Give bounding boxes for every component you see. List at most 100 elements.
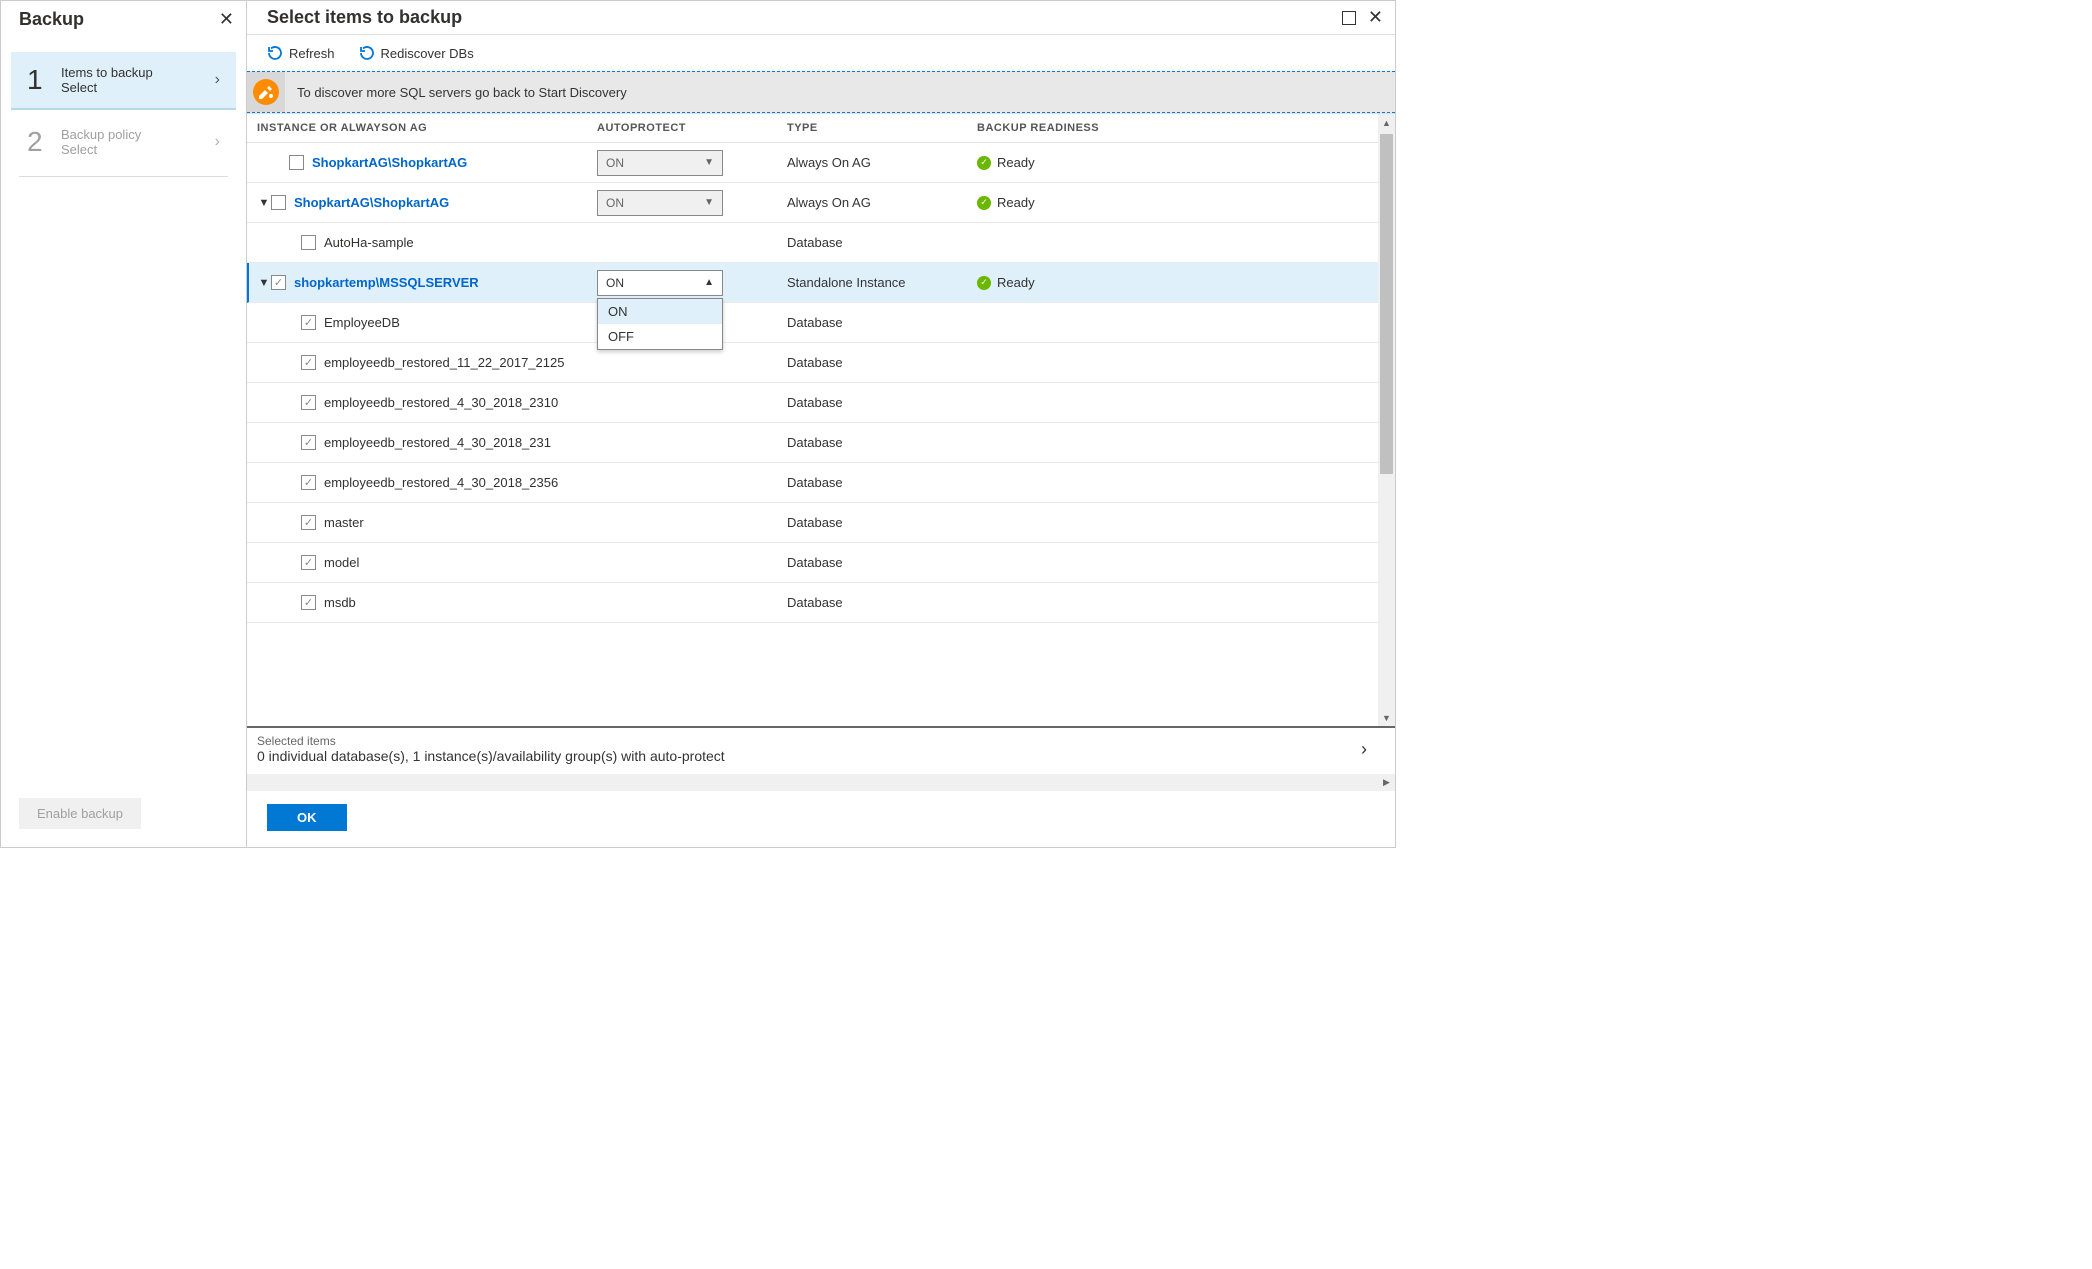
cell-type: Database	[787, 435, 977, 450]
cell-autoprotect: ON▼	[597, 150, 787, 176]
refresh-label: Refresh	[289, 46, 335, 61]
toolbar: Refresh Rediscover DBs	[247, 35, 1395, 71]
step-text: Backup policy Select	[61, 127, 215, 157]
chevron-up-icon: ▲	[704, 277, 714, 288]
summary-text: Selected items 0 individual database(s),…	[257, 734, 1361, 764]
divider	[19, 176, 228, 177]
table-row[interactable]: ShopkartAG\ShopkartAGON▼Always On AG✓Rea…	[247, 143, 1395, 183]
cell-readiness: ✓ Ready	[977, 155, 1385, 170]
checkbox[interactable]	[301, 315, 316, 330]
database-label: msdb	[324, 595, 356, 610]
info-banner: To discover more SQL servers go back to …	[247, 71, 1395, 113]
dropdown-option-on[interactable]: ON	[598, 299, 722, 324]
cell-instance: employeedb_restored_4_30_2018_231	[257, 435, 597, 450]
vertical-scrollbar[interactable]: ▲ ▼	[1378, 114, 1395, 726]
selected-summary[interactable]: Selected items 0 individual database(s),…	[247, 726, 1395, 774]
database-label: AutoHa-sample	[324, 235, 414, 250]
checkbox[interactable]	[301, 475, 316, 490]
database-label: employeedb_restored_4_30_2018_2310	[324, 395, 558, 410]
checkbox[interactable]	[301, 435, 316, 450]
scroll-right-icon[interactable]: ▶	[1378, 774, 1395, 791]
checkbox[interactable]	[301, 595, 316, 610]
step-number: 2	[27, 126, 55, 158]
readiness-label: Ready	[997, 195, 1035, 210]
check-circle-icon: ✓	[977, 276, 991, 290]
check-circle-icon: ✓	[977, 156, 991, 170]
checkbox[interactable]	[301, 395, 316, 410]
cell-type: Database	[787, 315, 977, 330]
col-header-autoprotect: AUTOPROTECT	[597, 122, 787, 134]
checkbox[interactable]	[289, 155, 304, 170]
cell-instance: AutoHa-sample	[257, 235, 597, 250]
scroll-down-icon[interactable]: ▼	[1378, 709, 1395, 726]
chevron-right-icon[interactable]: ›	[1361, 739, 1385, 760]
readiness-label: Ready	[997, 275, 1035, 290]
backup-title: Backup	[19, 9, 84, 30]
refresh-icon	[267, 45, 283, 61]
table-row[interactable]: employeedb_restored_4_30_2018_231 Databas…	[247, 423, 1395, 463]
horizontal-scrollbar[interactable]: ▶	[247, 774, 1395, 791]
left-header: Backup ✕	[1, 1, 246, 40]
dropdown-option-off[interactable]: OFF	[598, 324, 722, 349]
col-header-instance: INSTANCE OR ALWAYSON AG	[257, 122, 597, 134]
cell-type: Database	[787, 595, 977, 610]
cell-instance: msdb	[257, 595, 597, 610]
ok-button[interactable]: OK	[267, 804, 347, 831]
rediscover-button[interactable]: Rediscover DBs	[359, 45, 474, 61]
readiness-label: Ready	[997, 155, 1035, 170]
table-row[interactable]: AutoHa-sampleDatabase	[247, 223, 1395, 263]
cell-type: Database	[787, 395, 977, 410]
instance-link[interactable]: ShopkartAG\ShopkartAG	[294, 195, 449, 210]
cell-instance: ▼ shopkartemp\MSSQLSERVER	[257, 275, 597, 290]
enable-backup-button[interactable]: Enable backup	[19, 798, 141, 829]
right-panel: Select items to backup ✕ Refresh Redisco…	[247, 1, 1395, 847]
cell-autoprotect: ON▼	[597, 190, 787, 216]
checkbox[interactable]	[301, 555, 316, 570]
step-subtitle: Select	[61, 80, 215, 95]
checkbox[interactable]	[301, 515, 316, 530]
expander-icon[interactable]: ▼	[257, 277, 271, 289]
table-row[interactable]: employeedb_restored_4_30_2018_2310 Databa…	[247, 383, 1395, 423]
chevron-right-icon: ›	[215, 133, 220, 151]
checkbox[interactable]	[271, 195, 286, 210]
close-icon[interactable]: ✕	[219, 9, 234, 30]
banner-icon-wrap	[247, 72, 285, 112]
step-backup-policy[interactable]: 2 Backup policy Select ›	[11, 114, 236, 170]
autoprotect-select[interactable]: ON▼	[597, 190, 723, 216]
autoprotect-select[interactable]: ON▼	[597, 150, 723, 176]
cell-instance: ▼ ShopkartAG\ShopkartAG	[257, 195, 597, 210]
instance-link[interactable]: shopkartemp\MSSQLSERVER	[294, 275, 479, 290]
table-row[interactable]: employeedb_restored_4_30_2018_2356Databa…	[247, 463, 1395, 503]
scroll-thumb[interactable]	[1380, 134, 1393, 474]
scroll-up-icon[interactable]: ▲	[1378, 114, 1395, 131]
chevron-down-icon: ▼	[704, 157, 714, 168]
table-row[interactable]: msdb Database	[247, 583, 1395, 623]
instance-link[interactable]: ShopkartAG\ShopkartAG	[312, 155, 467, 170]
step-number: 1	[27, 64, 55, 96]
expander-icon[interactable]: ▼	[257, 197, 271, 209]
table-row[interactable]: ▼ShopkartAG\ShopkartAGON▼Always On AG✓Re…	[247, 183, 1395, 223]
checkbox[interactable]	[301, 355, 316, 370]
checkbox[interactable]	[301, 235, 316, 250]
cell-instance: employeedb_restored_11_22_2017_2125	[257, 355, 597, 370]
table-row[interactable]: masterDatabase	[247, 503, 1395, 543]
refresh-button[interactable]: Refresh	[267, 45, 335, 61]
window-controls: ✕	[1342, 7, 1383, 28]
table-row[interactable]: ▼ shopkartemp\MSSQLSERVER ON▲ONOFFStandalo…	[247, 263, 1395, 303]
close-icon[interactable]: ✕	[1368, 7, 1383, 28]
database-label: master	[324, 515, 364, 530]
cell-type: Standalone Instance	[787, 275, 977, 290]
cell-autoprotect: ON▲ONOFF	[597, 270, 787, 296]
chevron-down-icon: ▼	[704, 197, 714, 208]
table-row[interactable]: EmployeeDBDatabase	[247, 303, 1395, 343]
autoprotect-select[interactable]: ON▲	[597, 270, 723, 296]
left-footer: Enable backup	[1, 786, 246, 847]
checkbox[interactable]	[271, 275, 286, 290]
table-row[interactable]: employeedb_restored_11_22_2017_2125Datab…	[247, 343, 1395, 383]
cell-readiness: ✓ Ready	[977, 275, 1385, 290]
table-row[interactable]: modelDatabase	[247, 543, 1395, 583]
cell-instance: employeedb_restored_4_30_2018_2356	[257, 475, 597, 490]
maximize-icon[interactable]	[1342, 11, 1356, 25]
cell-instance: employeedb_restored_4_30_2018_2310	[257, 395, 597, 410]
step-items-to-backup[interactable]: 1 Items to backup Select ›	[11, 52, 236, 110]
